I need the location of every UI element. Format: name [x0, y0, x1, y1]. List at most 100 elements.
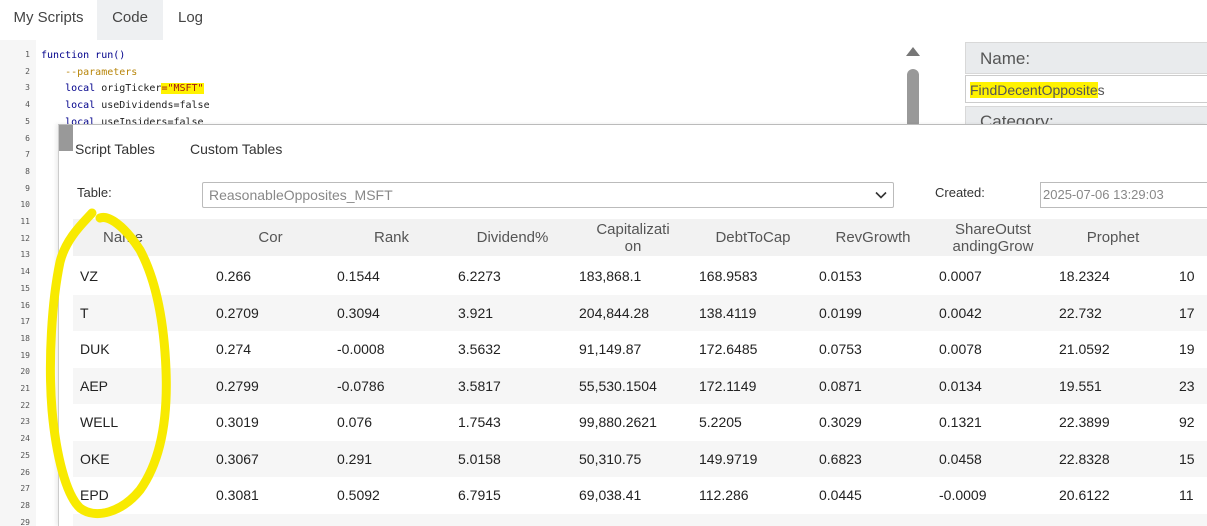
table-select[interactable]: ReasonableOpposites_MSFT [202, 182, 894, 208]
table-cell: 3.5817 [458, 377, 501, 394]
table-cell: WELL [80, 414, 119, 430]
scroll-up-icon[interactable] [906, 47, 920, 56]
table-row[interactable]: AEP 0.2799 -0.0786 3.5817 55,530.1504 172.114… [73, 367, 1207, 404]
code-token: local [41, 116, 102, 128]
line-number: 2 [25, 66, 30, 76]
table-cell: 20.6122 [1059, 487, 1110, 503]
table-cell: 19 [1179, 341, 1195, 357]
table-select-value: ReasonableOpposites_MSFT [209, 187, 393, 203]
line-number: 8 [25, 166, 30, 176]
table-header: Name Cor Rank Dividend% Capitalizati on DebtTo… [73, 219, 1207, 256]
table-label: Table: [77, 185, 112, 200]
table-row[interactable]: VZ 0.266 0.1544 6.2273 183,868.1 168.9583 0.01… [73, 258, 1207, 295]
line-number: 24 [20, 434, 30, 444]
table-cell: -0.0008 [337, 341, 385, 357]
name-input[interactable]: FindDecentOpposites [965, 75, 1207, 103]
line-number: 14 [20, 267, 30, 277]
column-header[interactable]: ShareOutst andingGrow [952, 220, 1034, 255]
table-row[interactable]: DUK 0.274 -0.0008 3.5632 91,149.87 172.6485 0.… [73, 331, 1207, 368]
tab-custom-tables[interactable]: Custom Tables [190, 141, 283, 157]
line-number: 3 [25, 83, 30, 93]
table-cell: 55,530.1504 [579, 377, 657, 394]
column-header[interactable]: RevGrowth [835, 229, 911, 246]
tables-dialog: Script Tables Custom Tables Table: Reaso… [58, 124, 1207, 526]
tab-code[interactable]: Code [97, 0, 163, 40]
table-cell: -0.0786 [337, 377, 385, 394]
table-cell: 0.0199 [819, 304, 862, 321]
table-row[interactable]: EPD 0.3081 0.5092 6.7915 69,038.41 112.286 0.0… [73, 477, 1207, 514]
table-cell: 0.3094 [337, 304, 380, 321]
code-line: local useDividends=false [41, 98, 210, 115]
table-cell: AEP [80, 377, 109, 394]
column-header[interactable]: Prophet [1086, 229, 1140, 246]
created-label: Created: [935, 185, 985, 200]
line-number: 19 [20, 350, 30, 360]
scroll-thumb[interactable] [907, 69, 919, 129]
created-field: 2025-07-06 13:29:03 [1040, 182, 1207, 208]
column-header[interactable]: Capitalizati on [596, 220, 670, 255]
table-cell: 6.7915 [458, 487, 501, 503]
column-header[interactable]: Cor [258, 229, 283, 246]
line-number: 9 [25, 183, 30, 193]
table-cell: 11 [1179, 487, 1194, 503]
table-row[interactable]: OKE 0.3067 0.291 5.0158 50,310.75 149.9719 0.6… [73, 440, 1207, 477]
table-cell: -0.0009 [939, 487, 987, 503]
line-number: 13 [20, 250, 30, 260]
line-number: 25 [20, 450, 30, 460]
table-cell: 0.0078 [939, 341, 982, 357]
line-number: 29 [20, 517, 30, 526]
line-number: 10 [20, 200, 30, 210]
table-row[interactable]: T 0.2709 0.3094 3.921 204,844.28 138.4119 0.01… [73, 294, 1207, 331]
code-token: useInsiders=false [101, 116, 204, 128]
table-cell: 19.551 [1059, 377, 1102, 394]
column-header[interactable]: DebtToCap [715, 229, 791, 246]
column-header[interactable]: Rank [373, 229, 410, 246]
table-cell: 5.2205 [699, 414, 742, 430]
table-cell: 0.266 [216, 268, 252, 284]
table-cell: 0.0871 [819, 377, 862, 394]
table-cell: 0.309 [216, 514, 251, 526]
tab-my-scripts[interactable]: My Scripts [13, 9, 84, 26]
table-cell: 69,038.41 [579, 487, 642, 503]
name-value: FindDecentOpposite [970, 82, 1098, 98]
table-cell: 6.2273 [458, 268, 501, 284]
table-row[interactable]: EQNR 0.309 0.0950 4.7084 79,225.30 97.7941 0.1… [73, 513, 1207, 526]
top-tab-bar: My Scripts Code Log [0, 0, 1207, 40]
column-header[interactable] [1169, 219, 1207, 256]
dialog-drag-handle[interactable] [59, 125, 73, 151]
line-number: 4 [25, 100, 30, 110]
table-cell: 0.1544 [337, 268, 380, 284]
table-cell: 204,844.28 [579, 304, 650, 321]
code-line: local useInsiders=false [41, 115, 210, 132]
code-content[interactable]: function run() --parameters local origTi… [41, 48, 210, 132]
table-cell: T [80, 304, 89, 321]
tab-log[interactable]: Log [177, 9, 204, 26]
table-cell: 21.0592 [1059, 341, 1110, 357]
table-cell: 22.8328 [1059, 450, 1110, 467]
table-cell: 0.0007 [939, 268, 982, 284]
table-cell: 0.0950 [337, 514, 380, 526]
code-line: function run() [41, 48, 210, 65]
table-cell: 183,868.1 [579, 268, 642, 284]
column-header[interactable]: Name [102, 229, 143, 246]
tab-script-tables[interactable]: Script Tables [75, 141, 155, 157]
table-cell: DUK [80, 341, 110, 357]
line-number: 27 [20, 484, 30, 494]
table-cell: 0.3019 [216, 414, 259, 430]
code-token: function run() [41, 50, 126, 61]
table-cell: VZ [80, 268, 98, 284]
table-cell: 3.921 [458, 304, 494, 321]
table-cell: -0.0091 [939, 514, 986, 526]
table-cell: 3.5632 [458, 341, 501, 357]
table-cell: 0.0445 [819, 487, 862, 503]
table-cell: 1.7543 [458, 414, 501, 430]
code-line: local origTicker="MSFT" [41, 81, 210, 98]
column-header[interactable]: Dividend% [476, 229, 549, 246]
editor-scrollbar[interactable] [905, 47, 921, 129]
table-cell: 0.2799 [216, 377, 259, 394]
table-cell: 0.0458 [939, 450, 982, 467]
table-cell: 5.0158 [458, 450, 501, 467]
table-row[interactable]: WELL 0.3019 0.076 1.7543 99,880.2621 5.2205 0.… [73, 404, 1207, 441]
line-number: 7 [25, 150, 30, 160]
table-cell: 22.732 [1059, 304, 1102, 321]
